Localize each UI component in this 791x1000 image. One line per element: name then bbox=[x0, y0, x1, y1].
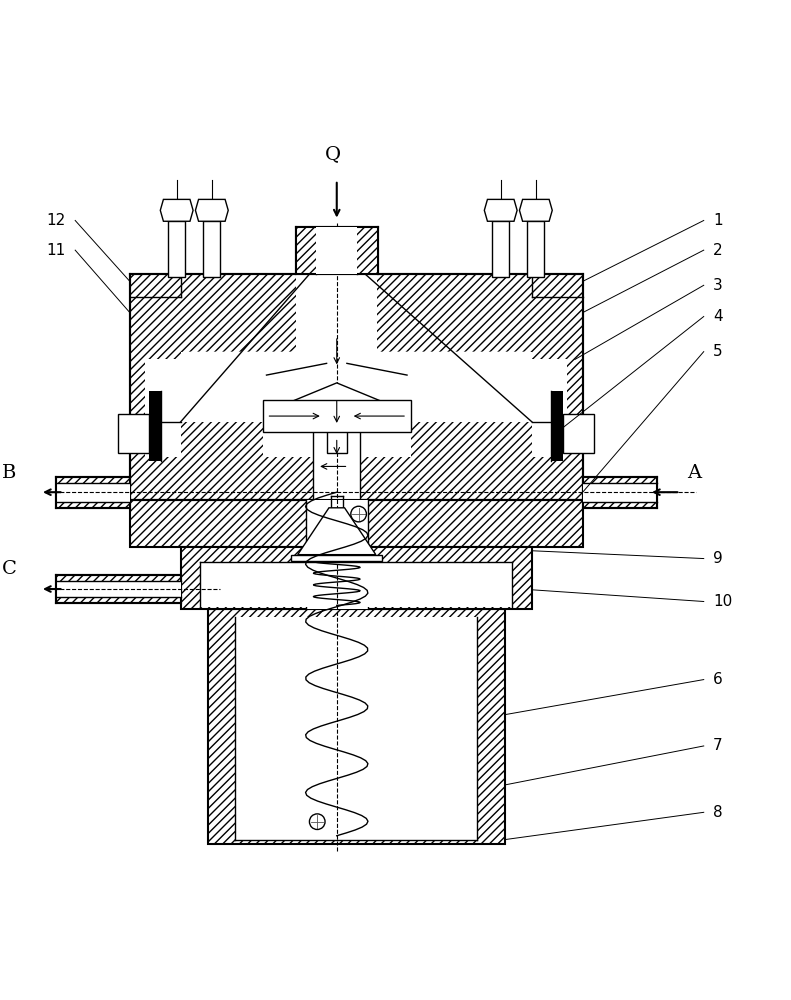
Polygon shape bbox=[130, 500, 583, 547]
Text: Q: Q bbox=[325, 145, 341, 163]
Text: 10: 10 bbox=[713, 594, 732, 609]
Polygon shape bbox=[55, 575, 180, 603]
Polygon shape bbox=[551, 391, 563, 461]
Polygon shape bbox=[296, 274, 377, 375]
Text: 7: 7 bbox=[713, 738, 723, 753]
Text: 4: 4 bbox=[713, 309, 723, 324]
Polygon shape bbox=[583, 477, 657, 508]
Polygon shape bbox=[313, 414, 360, 500]
Polygon shape bbox=[55, 477, 130, 508]
Polygon shape bbox=[184, 352, 528, 375]
Polygon shape bbox=[528, 221, 544, 277]
Polygon shape bbox=[146, 359, 180, 457]
Polygon shape bbox=[195, 199, 229, 221]
Polygon shape bbox=[55, 581, 180, 597]
Text: C: C bbox=[2, 560, 17, 578]
Polygon shape bbox=[532, 359, 567, 457]
Text: 5: 5 bbox=[713, 344, 723, 359]
Text: 2: 2 bbox=[713, 243, 723, 258]
Polygon shape bbox=[168, 221, 185, 277]
Text: 8: 8 bbox=[713, 805, 723, 820]
Polygon shape bbox=[305, 547, 368, 609]
Polygon shape bbox=[492, 221, 509, 277]
Polygon shape bbox=[327, 430, 347, 453]
Polygon shape bbox=[118, 414, 149, 453]
Text: 6: 6 bbox=[713, 672, 723, 687]
Text: 12: 12 bbox=[47, 213, 66, 228]
Polygon shape bbox=[55, 483, 130, 502]
Polygon shape bbox=[316, 227, 357, 274]
Polygon shape bbox=[203, 221, 221, 277]
Polygon shape bbox=[180, 352, 532, 422]
Polygon shape bbox=[263, 400, 411, 432]
Polygon shape bbox=[563, 414, 594, 453]
Text: B: B bbox=[2, 464, 16, 482]
Text: 9: 9 bbox=[713, 551, 723, 566]
Polygon shape bbox=[484, 199, 517, 221]
Polygon shape bbox=[130, 274, 583, 500]
Polygon shape bbox=[296, 227, 378, 274]
Polygon shape bbox=[520, 199, 552, 221]
Polygon shape bbox=[583, 483, 657, 502]
Polygon shape bbox=[149, 391, 161, 461]
Polygon shape bbox=[305, 500, 368, 547]
Polygon shape bbox=[291, 555, 382, 561]
Text: 1: 1 bbox=[713, 213, 723, 228]
Polygon shape bbox=[297, 508, 376, 555]
Polygon shape bbox=[161, 199, 193, 221]
Polygon shape bbox=[208, 609, 505, 844]
Text: 3: 3 bbox=[713, 278, 723, 293]
Polygon shape bbox=[263, 359, 411, 457]
Polygon shape bbox=[271, 383, 403, 430]
Polygon shape bbox=[235, 617, 477, 840]
Polygon shape bbox=[200, 562, 513, 607]
Text: A: A bbox=[687, 464, 702, 482]
Polygon shape bbox=[180, 547, 532, 609]
Text: 11: 11 bbox=[47, 243, 66, 258]
